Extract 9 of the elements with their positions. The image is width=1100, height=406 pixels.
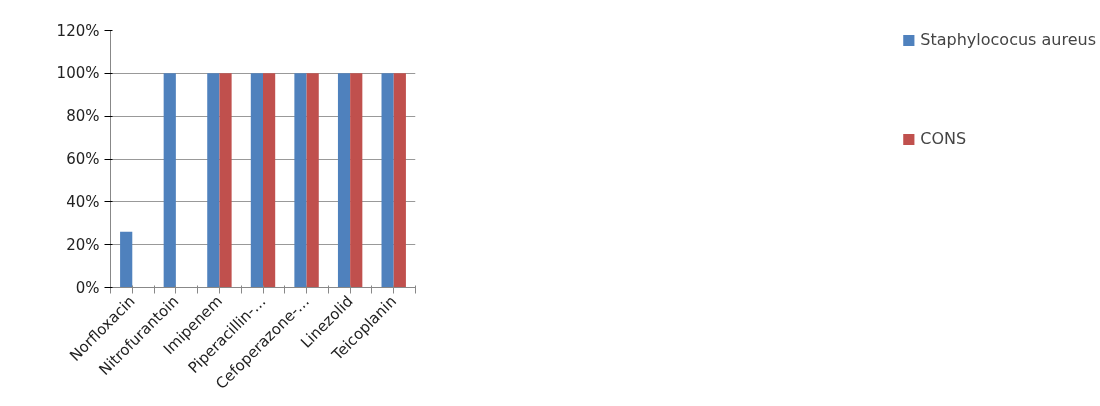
y-tick-label: 20%: [66, 235, 100, 254]
legend-label: CONS: [920, 129, 967, 148]
y-tick-label: 0%: [75, 278, 100, 297]
y-tick-label: 40%: [66, 192, 100, 211]
y-tick-label: 100%: [56, 64, 100, 83]
legend-label: Staphylococus aureus: [920, 30, 1096, 49]
y-tick-label: 60%: [66, 150, 100, 168]
y-tick-label: 80%: [66, 107, 100, 126]
y-tick-label: 120%: [56, 21, 100, 40]
